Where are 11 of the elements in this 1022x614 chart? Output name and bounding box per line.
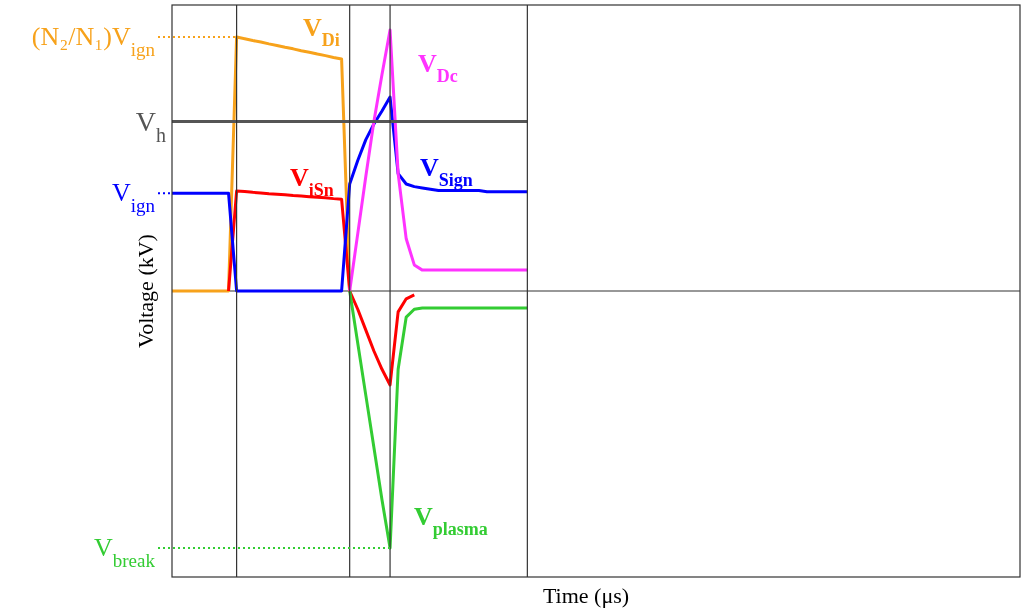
ref-line-label: V$_{break}$ [94, 533, 156, 571]
series-label: V$_{plasma}$ [414, 502, 488, 539]
series-label: V$_{Di}$ [303, 13, 340, 50]
y-axis-title: Voltage (kV) [133, 234, 158, 348]
ref-line-label: V$_{ign}$ [111, 178, 156, 216]
series-label: V$_{iSn}$ [290, 163, 334, 200]
x-axis-title: Time (μs) [542, 583, 630, 608]
series-label: V$_{Dc}$ [418, 49, 458, 86]
ref-line-label: (N₂/N₁)V$_{ign}$ [31, 22, 156, 60]
series-label: V$_{h}$ [135, 106, 166, 146]
series-label: V$_{Sign}$ [420, 153, 473, 190]
